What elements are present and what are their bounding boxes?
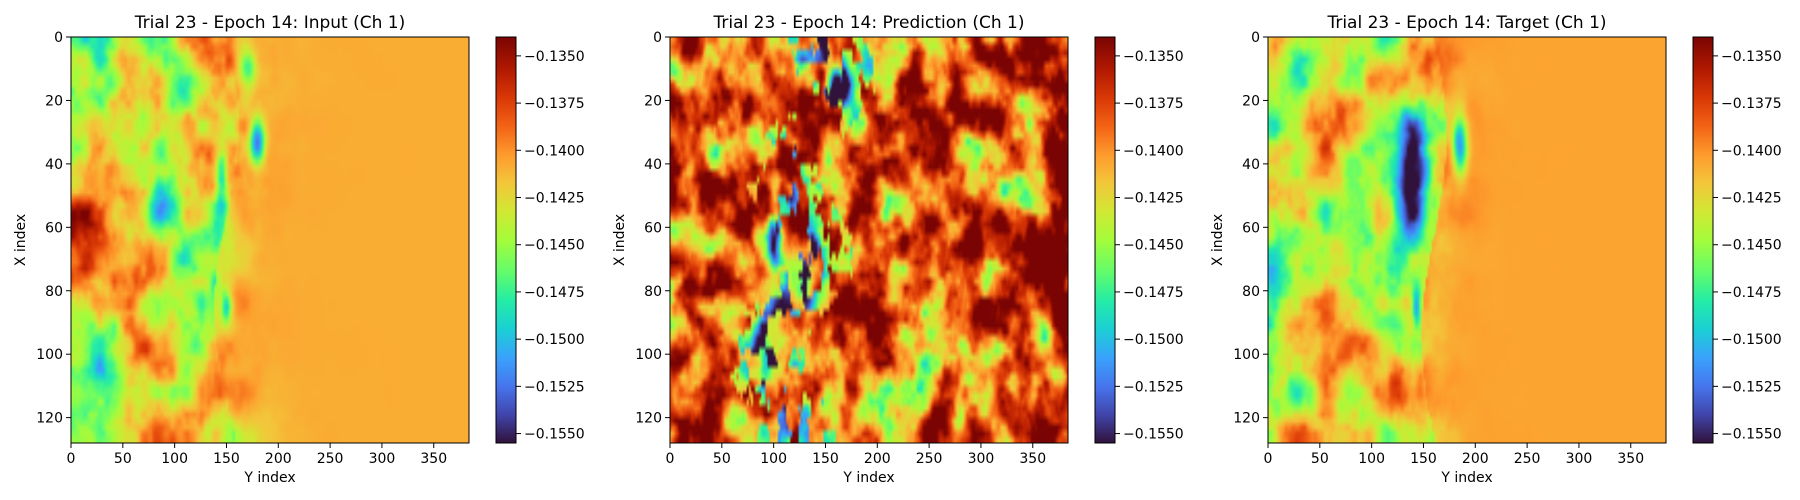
y-tick-label: 120 — [36, 411, 63, 427]
chart-title: Trial 23 - Epoch 14: Target (Ch 1) — [1326, 13, 1606, 33]
colorbar-tick-label: −0.1350 — [1721, 49, 1782, 65]
x-tick-label: 350 — [1019, 451, 1046, 467]
colorbar-tick-label: −0.1350 — [524, 49, 585, 65]
y-tick-label: 40 — [1242, 157, 1260, 173]
x-axis-label: Y index — [1440, 470, 1492, 486]
colorbar-tick-label: −0.1375 — [524, 96, 585, 112]
colorbar-tick-label: −0.1525 — [524, 379, 585, 395]
y-tick-label: 60 — [45, 220, 63, 236]
colorbar-tick-label: −0.1475 — [1721, 285, 1782, 301]
y-tick-label: 20 — [1242, 93, 1260, 109]
heatmap-image — [1268, 37, 1666, 443]
colorbar-tick-label: −0.1425 — [1123, 191, 1184, 207]
x-tick-label: 50 — [114, 451, 132, 467]
x-tick-label: 250 — [317, 451, 344, 467]
y-tick-label: 100 — [1233, 347, 1260, 363]
colorbar-tick-label: −0.1550 — [524, 427, 585, 443]
y-tick-label: 0 — [1251, 30, 1260, 46]
x-tick-label: 50 — [1311, 451, 1329, 467]
colorbar-tick-label: −0.1400 — [524, 143, 585, 159]
y-tick-label: 100 — [36, 347, 63, 363]
colorbar — [1692, 36, 1714, 444]
colorbar-tick-label: −0.1375 — [1123, 96, 1184, 112]
y-tick-label: 60 — [1242, 220, 1260, 236]
plot-frame — [70, 36, 470, 444]
colorbar-tick-label: −0.1450 — [1721, 238, 1782, 254]
x-tick-label: 250 — [916, 451, 943, 467]
x-tick-label: 150 — [1410, 451, 1437, 467]
y-tick-label: 20 — [45, 93, 63, 109]
x-tick-label: 0 — [666, 451, 675, 467]
y-tick-label: 120 — [635, 411, 662, 427]
heatmap-image — [71, 37, 469, 443]
colorbar-tick-label: −0.1425 — [1721, 191, 1782, 207]
x-tick-label: 100 — [1358, 451, 1385, 467]
y-tick-label: 80 — [1242, 284, 1260, 300]
y-tick-label: 40 — [45, 157, 63, 173]
y-tick-label: 0 — [54, 30, 63, 46]
y-tick-label: 120 — [1233, 411, 1260, 427]
colorbar-tick-label: −0.1550 — [1123, 427, 1184, 443]
y-tick-label: 40 — [644, 157, 662, 173]
heatmap-panel-3: Trial 23 - Epoch 14: Target (Ch 1) 0 50 100… — [1210, 13, 1782, 486]
x-tick-label: 350 — [420, 451, 447, 467]
x-tick-label: 100 — [760, 451, 787, 467]
heatmap-image — [670, 37, 1068, 443]
chart-title: Trial 23 - Epoch 14: Prediction (Ch 1) — [713, 13, 1025, 33]
colorbar-tick-label: −0.1400 — [1721, 143, 1782, 159]
x-tick-label: 300 — [1566, 451, 1593, 467]
x-axis-label: Y index — [842, 470, 894, 486]
x-tick-label: 250 — [1514, 451, 1541, 467]
x-tick-label: 0 — [67, 451, 76, 467]
colorbar-tick-label: −0.1525 — [1721, 379, 1782, 395]
chart-title: Trial 23 - Epoch 14: Input (Ch 1) — [134, 13, 406, 33]
x-tick-label: 50 — [713, 451, 731, 467]
x-tick-label: 100 — [161, 451, 188, 467]
y-tick-label: 100 — [635, 347, 662, 363]
colorbar — [1094, 36, 1116, 444]
colorbar-tick-label: −0.1450 — [524, 238, 585, 254]
colorbar-tick-label: −0.1400 — [1123, 143, 1184, 159]
colorbar-tick-label: −0.1425 — [524, 191, 585, 207]
x-axis-label: Y index — [243, 470, 295, 486]
x-tick-label: 0 — [1264, 451, 1273, 467]
x-tick-label: 150 — [213, 451, 240, 467]
plot-frame — [669, 36, 1069, 444]
y-tick-label: 60 — [644, 220, 662, 236]
y-axis-label: X index — [1210, 214, 1226, 266]
plot-frame — [1267, 36, 1667, 444]
y-axis-label: X index — [612, 214, 628, 266]
colorbar-tick-label: −0.1500 — [524, 332, 585, 348]
colorbar-tick-label: −0.1500 — [1721, 332, 1782, 348]
colorbar-tick-label: −0.1475 — [1123, 285, 1184, 301]
colorbar-tick-label: −0.1500 — [1123, 332, 1184, 348]
heatmap-panel-1: Trial 23 - Epoch 14: Input (Ch 1) 0 50 100 1… — [13, 13, 585, 486]
y-tick-label: 0 — [653, 30, 662, 46]
panels: Trial 23 - Epoch 14: Input (Ch 1) 0 50 100 1… — [13, 13, 1782, 486]
x-tick-label: 200 — [864, 451, 891, 467]
x-tick-label: 300 — [369, 451, 396, 467]
x-tick-label: 300 — [968, 451, 995, 467]
colorbar-tick-label: −0.1525 — [1123, 379, 1184, 395]
colorbar-tick-label: −0.1375 — [1721, 96, 1782, 112]
colorbar-tick-label: −0.1450 — [1123, 238, 1184, 254]
y-tick-label: 20 — [644, 93, 662, 109]
y-axis-label: X index — [13, 214, 29, 266]
y-tick-label: 80 — [45, 284, 63, 300]
x-tick-label: 200 — [265, 451, 292, 467]
x-tick-label: 200 — [1462, 451, 1489, 467]
y-tick-label: 80 — [644, 284, 662, 300]
colorbar-tick-label: −0.1350 — [1123, 49, 1184, 65]
colorbar-tick-label: −0.1550 — [1721, 427, 1782, 443]
colorbar-tick-label: −0.1475 — [524, 285, 585, 301]
x-tick-label: 350 — [1617, 451, 1644, 467]
colorbar — [495, 36, 517, 444]
x-tick-label: 150 — [812, 451, 839, 467]
heatmap-panel-2: Trial 23 - Epoch 14: Prediction (Ch 1) 0 5… — [612, 13, 1184, 486]
